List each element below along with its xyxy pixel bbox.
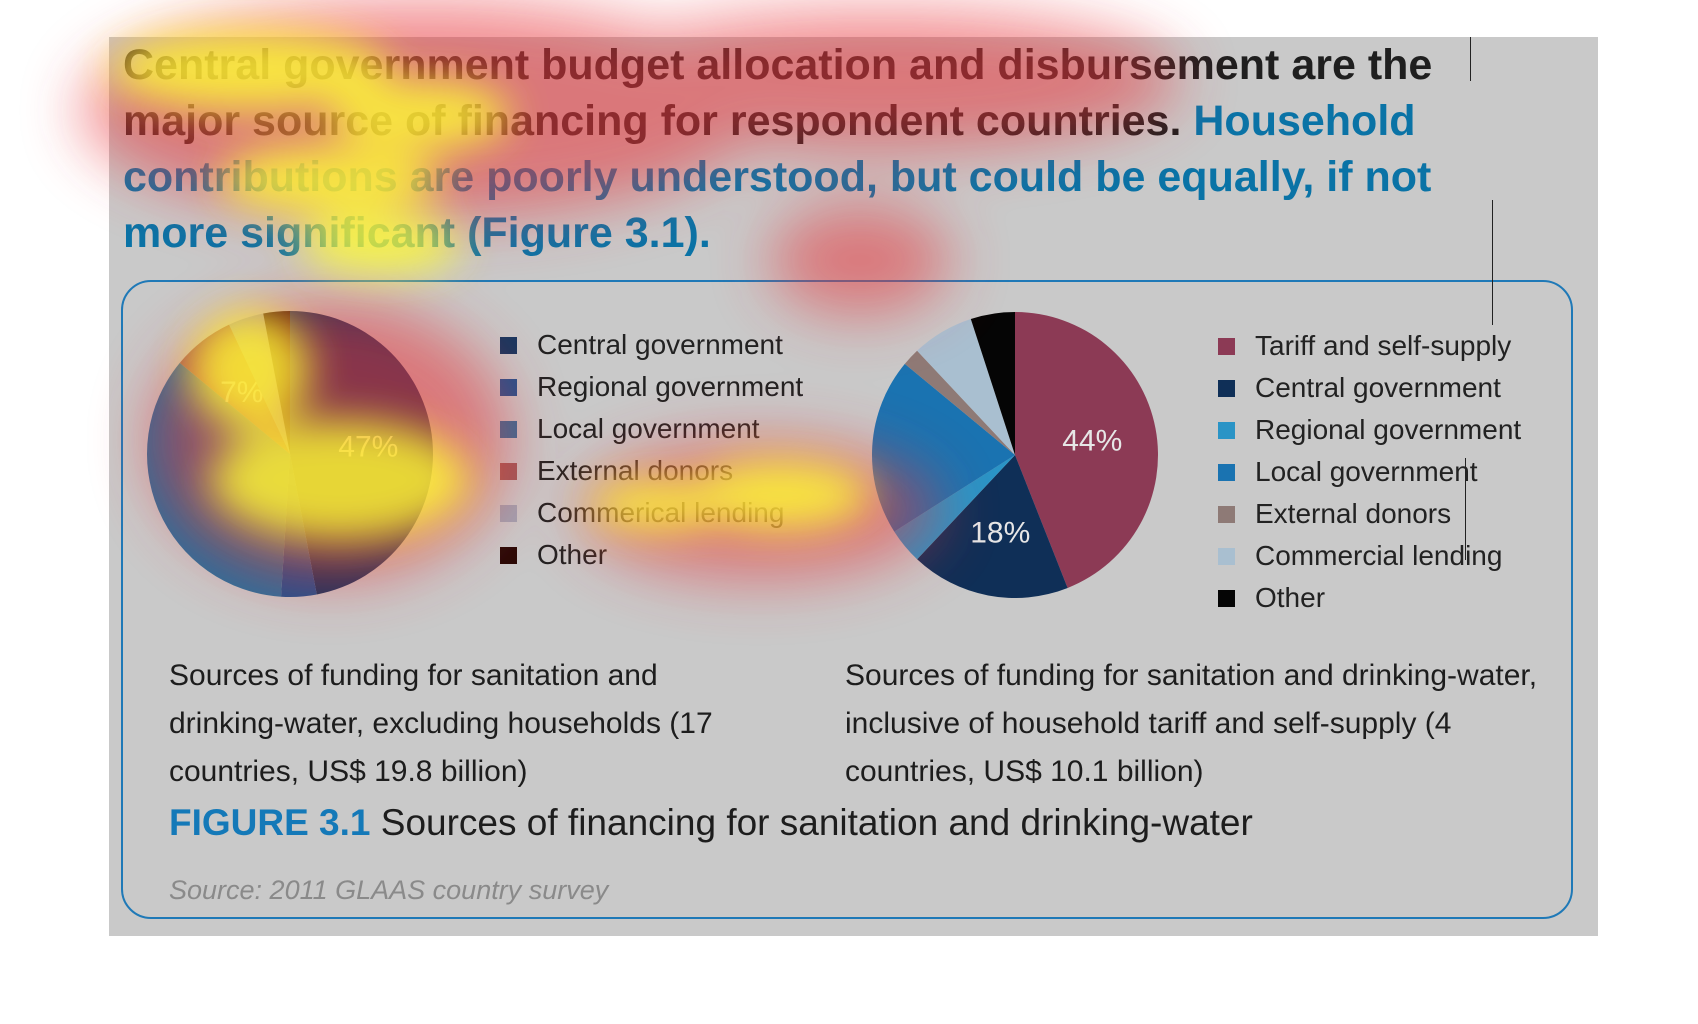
legend-item-local-government: Local government	[500, 408, 803, 450]
legend-swatch	[1218, 547, 1235, 565]
pie-slice-central-government	[917, 455, 1068, 598]
legend-swatch	[1218, 421, 1235, 439]
legend-label: Local government	[537, 413, 760, 444]
legend-label: Central government	[1255, 372, 1501, 403]
caption-inclusive-households: Sources of funding for sanitation and dr…	[845, 659, 1538, 788]
pie-slice-other	[970, 312, 1015, 455]
text-cursor	[1465, 458, 1466, 560]
legend-label: Commerical lending	[537, 497, 785, 528]
pie-chart-inclusive-households: 44% 18%	[872, 312, 1158, 598]
legend-swatch	[500, 504, 517, 522]
headline: Central government budget allocation and…	[123, 37, 1493, 261]
legend-label: Other	[1255, 582, 1326, 613]
figure-number: FIGURE 3.1	[169, 802, 371, 843]
legend-label: Tariff and self-supply	[1255, 330, 1512, 361]
legend-item-local-government: Local government	[1218, 451, 1521, 493]
legend-swatch	[500, 336, 517, 354]
pie-slice-tariff-and-self-supply	[1015, 312, 1158, 588]
legend-swatch	[500, 462, 517, 480]
legend-swatch	[1218, 463, 1235, 481]
data-label-central-government: 47%	[338, 431, 398, 464]
data-label-tariff-and-self-supply: 44%	[1062, 424, 1122, 457]
legend-item-other: Other	[500, 534, 803, 576]
legend-label: Other	[537, 539, 608, 570]
legend-item-commerical-lending: Commerical lending	[500, 492, 803, 534]
legend-inclusive-households: Tariff and self-supply Central government…	[1218, 325, 1521, 619]
legend-swatch	[1218, 589, 1235, 607]
legend-item-commercial-lending: Commercial lending	[1218, 535, 1521, 577]
text-cursor	[1470, 37, 1471, 81]
legend-label: Commercial lending	[1255, 540, 1503, 571]
legend-label: Regional government	[1255, 414, 1522, 445]
figure-panel: Central government budget allocation and…	[109, 37, 1598, 936]
legend-item-external-donors: External donors	[1218, 493, 1521, 535]
legend-swatch	[1218, 337, 1235, 355]
legend-swatch	[500, 378, 517, 396]
legend-item-central-government: Central government	[1218, 367, 1521, 409]
legend-item-regional-government: Regional government	[500, 366, 803, 408]
legend-label: Regional government	[537, 371, 804, 402]
legend-item-tariff-and-self-supply: Tariff and self-supply	[1218, 325, 1521, 367]
legend-item-other: Other	[1218, 577, 1521, 619]
data-label-central-government: 18%	[970, 516, 1030, 549]
text-cursor	[1492, 200, 1493, 325]
legend-swatch	[1218, 379, 1235, 397]
pie-slice-external-donors	[904, 350, 1015, 455]
caption-excluding-households: Sources of funding for sanitation and dr…	[169, 659, 713, 788]
legend-swatch	[1218, 505, 1235, 523]
figure-caption: FIGURE 3.1 Sources of financing for sani…	[169, 802, 1253, 844]
legend-item-central-government: Central government	[500, 324, 803, 366]
legend-item-regional-government: Regional government	[1218, 409, 1521, 451]
legend-label: Local government	[1255, 456, 1478, 487]
legend-label: External donors	[537, 455, 734, 486]
pie-slice-commercial-lending	[917, 318, 1015, 455]
legend-item-external-donors: External donors	[500, 450, 803, 492]
legend-label: Central government	[537, 329, 783, 360]
source-note: Source: 2011 GLAAS country survey	[169, 875, 609, 905]
legend-excluding-households: Central government Regional government Loc…	[500, 324, 803, 576]
legend-swatch	[500, 420, 517, 438]
legend-label: External donors	[1255, 498, 1452, 529]
legend-swatch	[500, 546, 517, 564]
figure-title: Sources of financing for sanitation and …	[370, 802, 1253, 843]
pie-chart-excluding-households: 47%7%	[146, 311, 433, 597]
